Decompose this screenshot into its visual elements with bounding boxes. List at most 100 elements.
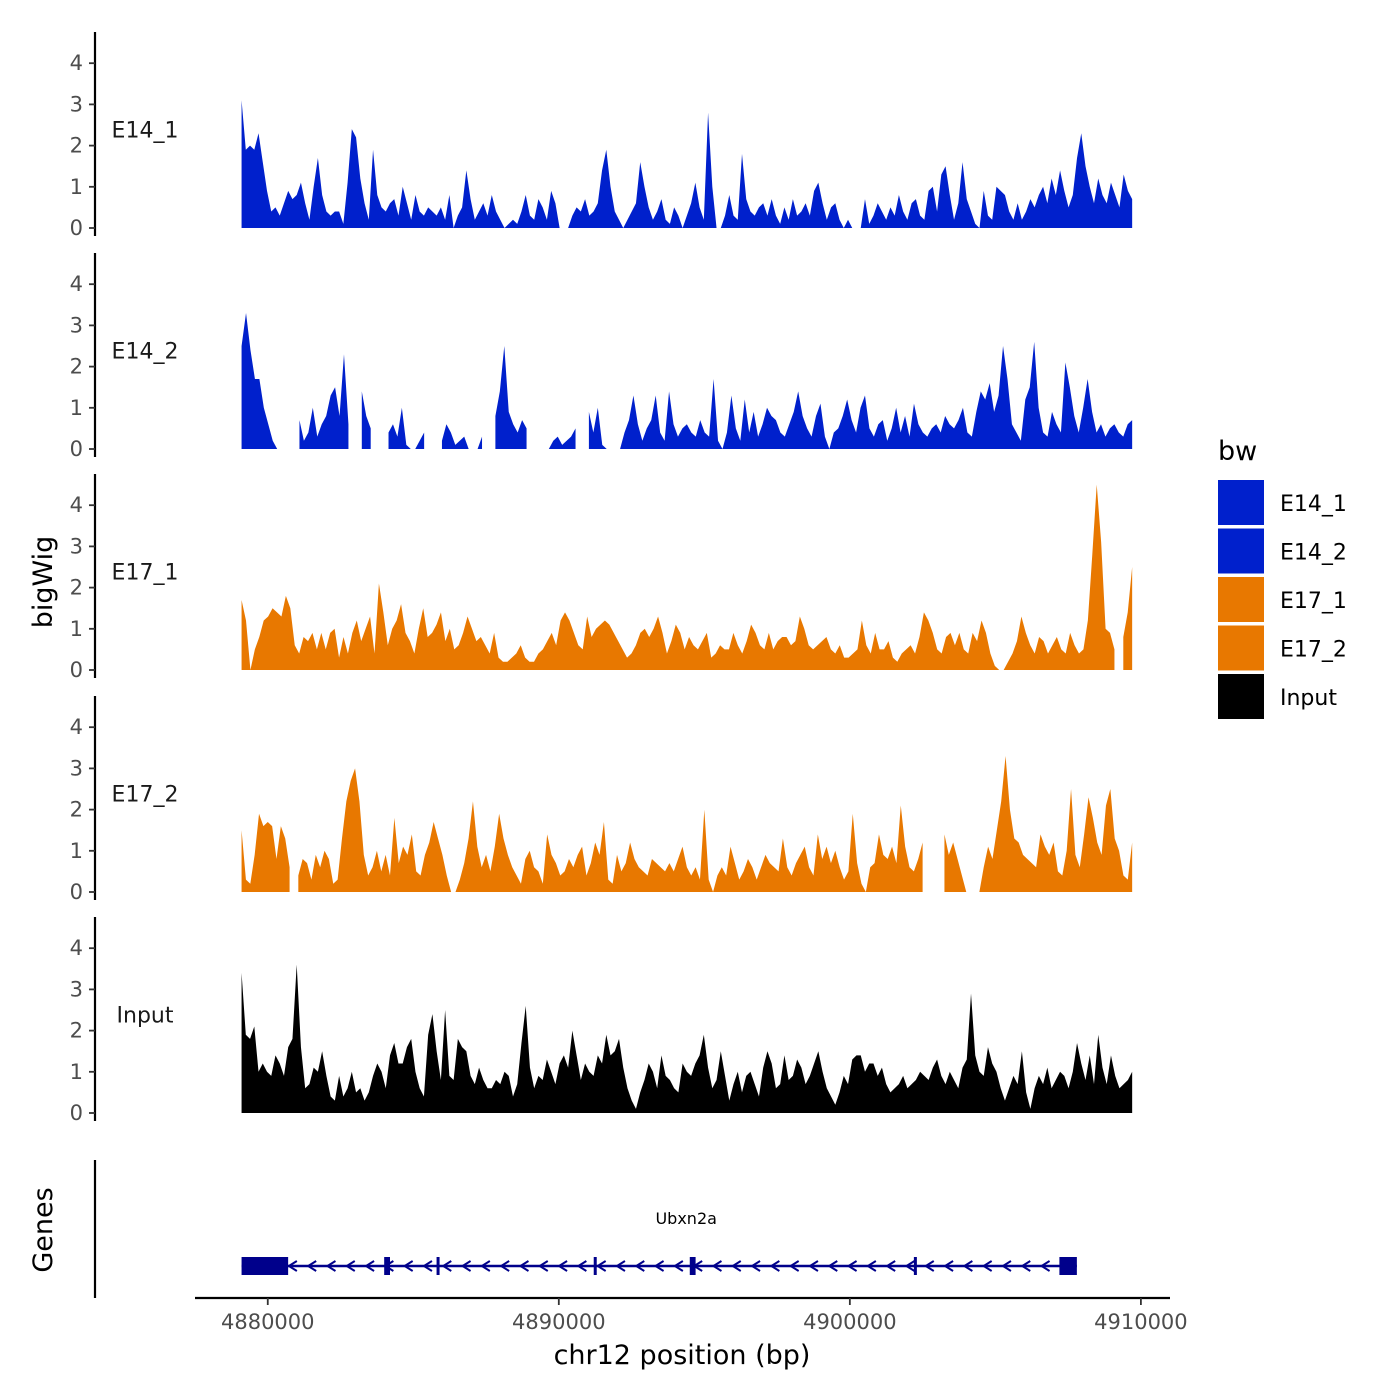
gene-name-label: Ubxn2a: [655, 1209, 716, 1228]
y-tick-label: 3: [70, 534, 83, 558]
y-tick-label: 1: [70, 175, 83, 199]
y-tick-label: 2: [70, 798, 83, 822]
strand-arrow: [904, 1260, 915, 1272]
strand-arrow: [943, 1260, 954, 1272]
strand-arrow: [576, 1260, 587, 1272]
strand-arrow: [923, 1260, 935, 1272]
track-e17-1: 0 1 2 3 4 E17_1: [70, 474, 1133, 682]
y-tick-label: 1: [70, 1060, 83, 1084]
y-tick-label: 3: [70, 92, 83, 116]
y-tick-label: 0: [70, 216, 83, 240]
strand-arrow: [653, 1260, 665, 1272]
coverage-area: [441, 424, 483, 449]
strand-arrow: [364, 1260, 375, 1272]
coverage-area: [299, 354, 349, 449]
y-tick-label: 1: [70, 617, 83, 641]
legend-swatch: [1218, 625, 1264, 671]
strand-arrow: [286, 1260, 298, 1272]
strand-arrow: [306, 1260, 317, 1272]
legend-label: E17_1: [1280, 589, 1347, 614]
track-label: E17_1: [112, 560, 179, 585]
track-e14-1: 0 1 2 3 4 E14_1: [70, 32, 1133, 240]
track-label: E17_2: [112, 782, 179, 807]
genes-axis-title: Genes: [28, 1187, 59, 1272]
track-label: Input: [117, 1003, 174, 1028]
y-tick-label: 3: [70, 313, 83, 337]
x-axis-title: chr12 position (bp): [554, 1340, 811, 1371]
y-tick-label: 0: [70, 880, 83, 904]
strand-arrow: [422, 1260, 433, 1272]
legend-title: bw: [1218, 436, 1257, 467]
coverage-area: [539, 428, 576, 449]
strand-arrow: [499, 1260, 510, 1272]
strand-arrow: [750, 1260, 761, 1272]
y-tick-label: 2: [70, 1019, 83, 1043]
legend-label: E17_2: [1280, 638, 1347, 663]
coverage-area: [388, 407, 425, 449]
y-tick-label: 4: [70, 715, 83, 739]
x-axis: 4880000 4890000 4900000 4910000: [195, 1296, 1188, 1334]
coverage-area: [361, 391, 371, 449]
y-tick-label: 0: [70, 437, 83, 461]
x-tick-label: 4900000: [803, 1310, 897, 1334]
coverage-area: [241, 964, 1133, 1113]
coverage-area: [241, 313, 282, 449]
strand-arrow: [769, 1260, 780, 1272]
strand-arrow: [537, 1260, 549, 1272]
legend: bw E14_1 E14_2 E17_1 E17_2 Input: [1218, 436, 1347, 719]
x-tick-label: 4880000: [221, 1310, 315, 1334]
y-tick-label: 2: [70, 134, 83, 158]
x-tick-label: 4890000: [512, 1310, 606, 1334]
strand-arrow: [711, 1260, 722, 1272]
legend-label: E14_2: [1280, 541, 1347, 566]
coverage-area: [944, 756, 1133, 892]
coverage-tracks: 0 1 2 3 4 E14_1 0 1 2 3 4 E14_2 0 1 2 3 4 E17_1 0 1 2 3 4 E17_2…: [70, 32, 1133, 1125]
gene-exon: [593, 1257, 597, 1275]
strand-arrow: [634, 1260, 645, 1272]
y-tick-label: 1: [70, 839, 83, 863]
legend-swatch: [1218, 528, 1264, 574]
legend-swatch: [1218, 577, 1264, 622]
strand-arrow: [1001, 1260, 1012, 1272]
strand-arrow: [615, 1260, 626, 1272]
strand-arrow: [1020, 1260, 1031, 1272]
coverage-area: [298, 768, 923, 892]
strand-arrow: [846, 1260, 858, 1272]
strand-arrow: [981, 1260, 993, 1272]
strand-arrow: [827, 1260, 838, 1272]
coverage-area: [241, 813, 290, 892]
y-tick-label: 3: [70, 756, 83, 780]
y-tick-label: 2: [70, 576, 83, 600]
y-tick-label: 4: [70, 493, 83, 517]
strand-arrow: [518, 1260, 529, 1272]
track-label: E14_1: [112, 118, 179, 143]
coverage-area: [241, 484, 1115, 670]
track-e14-2: 0 1 2 3 4 E14_2: [70, 253, 1133, 461]
gene-exon: [241, 1257, 289, 1275]
coverage-area: [588, 341, 1133, 449]
y-tick-label: 3: [70, 977, 83, 1001]
gene-exon: [913, 1257, 917, 1275]
y-tick-label: 4: [70, 51, 83, 75]
gene-exon: [436, 1257, 440, 1275]
track-label: E14_2: [112, 339, 179, 364]
gene-exon: [384, 1257, 390, 1275]
y-tick-label: 0: [70, 658, 83, 682]
coverage-area: [1123, 567, 1133, 670]
legend-label: Input: [1280, 686, 1337, 711]
gene-exon: [689, 1257, 696, 1275]
strand-arrow: [325, 1260, 336, 1272]
y-axis-title: bigWig: [28, 536, 59, 629]
legend-swatch: [1218, 674, 1264, 719]
strand-arrow: [595, 1260, 607, 1272]
strand-arrow: [730, 1260, 742, 1272]
strand-arrow: [402, 1260, 414, 1272]
strand-arrow: [557, 1260, 568, 1272]
strand-arrow: [441, 1260, 452, 1272]
y-tick-label: 2: [70, 355, 83, 379]
gene-ubxn2a: Ubxn2a: [241, 1209, 1077, 1275]
coverage-area: [241, 100, 1133, 228]
strand-arrow: [460, 1260, 472, 1272]
strand-arrow: [479, 1260, 491, 1272]
